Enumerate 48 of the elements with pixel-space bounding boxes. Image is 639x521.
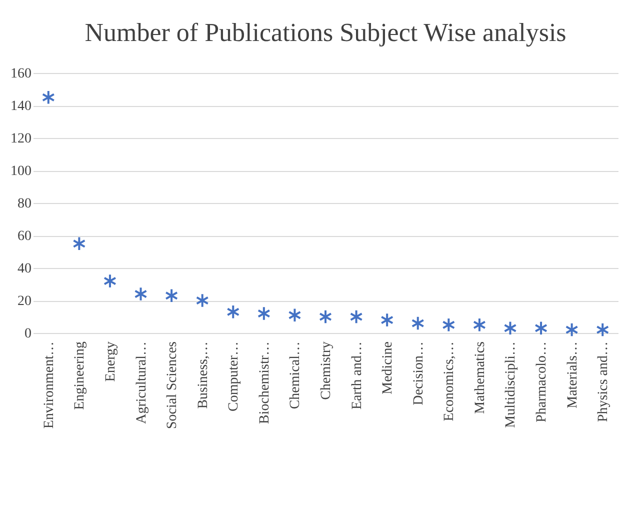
point <box>380 312 394 328</box>
y-tick-label: 40 <box>18 262 32 276</box>
x-tick-label: Biochemistr… <box>257 342 272 424</box>
point <box>196 293 209 308</box>
y-tick-label: 100 <box>10 164 32 179</box>
x-tick-label: Business,… <box>196 342 211 409</box>
point <box>257 306 270 321</box>
x-tick-label: Engineering <box>72 342 88 410</box>
y-tick-label: 120 <box>10 132 32 146</box>
x-tick-label: Economics,… <box>442 342 458 422</box>
y-tick-label: 80 <box>18 196 32 212</box>
x-tick-label: Mathematics <box>472 342 488 414</box>
point <box>596 322 610 338</box>
point <box>134 286 148 302</box>
y-tick-label: 60 <box>18 229 32 244</box>
x-tick-label: Decision… <box>411 342 426 406</box>
x-tick-label: Chemical… <box>288 342 304 410</box>
x-tick-label: Earth and… <box>350 342 365 410</box>
point <box>534 320 548 336</box>
x-tick-label: Environment… <box>42 342 57 429</box>
point <box>504 320 517 336</box>
x-tick-label: Physics and… <box>596 342 612 422</box>
point <box>226 304 240 320</box>
point <box>442 318 456 332</box>
y-tick-label: 160 <box>10 66 32 82</box>
point <box>42 90 55 105</box>
x-tick-label: Medicine <box>380 342 396 394</box>
x-tick-label: Materials… <box>565 342 580 408</box>
y-tick-label: 140 <box>10 99 32 114</box>
x-tick-label: Chemistry <box>319 342 334 400</box>
point <box>72 236 86 251</box>
point <box>319 309 332 324</box>
point <box>411 316 424 331</box>
point <box>165 288 178 303</box>
x-tick-label: Pharmacolo… <box>534 342 550 422</box>
x-tick-label: Computer… <box>226 342 242 412</box>
point <box>103 274 116 288</box>
point <box>288 308 302 322</box>
point <box>350 309 363 324</box>
point <box>472 318 486 332</box>
y-tick-label: 20 <box>18 294 32 309</box>
x-tick-label: Social Sciences <box>165 342 180 429</box>
x-tick-label: Agricultural… <box>134 342 150 424</box>
x-tick-label: Energy <box>103 342 118 382</box>
chart-title: Number of Publications Subject Wise analysis <box>84 18 566 47</box>
y-tick-label: 0 <box>24 326 32 342</box>
x-tick-label: Multidiscipli… <box>504 342 519 428</box>
point <box>565 322 578 338</box>
